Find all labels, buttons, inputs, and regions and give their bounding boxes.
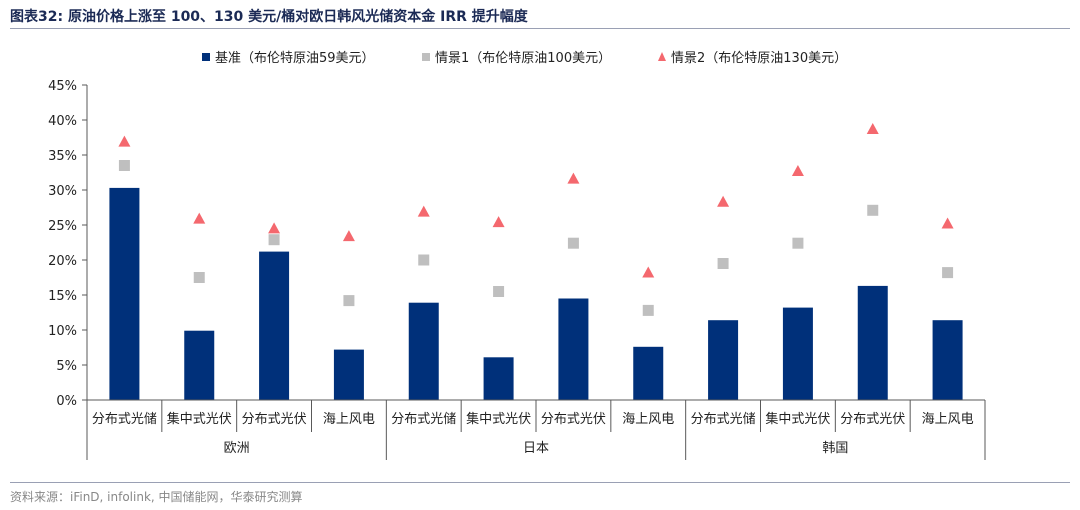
bar-base (782, 307, 813, 400)
category-label: 海上风电 (622, 412, 674, 427)
point-scenario2 (118, 135, 131, 147)
y-axis: 0% 5% 10% 15% 20% 25% 30% 35% 40% 45% (48, 79, 88, 409)
y-tick-label: 0% (56, 394, 77, 409)
legend-label: 情景2（布伦特原油130美元） (671, 51, 847, 66)
y-tick-label: 20% (48, 254, 77, 269)
y-tick-label: 30% (48, 184, 77, 199)
point-scenario2 (567, 172, 580, 184)
bar-base (184, 330, 215, 400)
bar-base (558, 298, 589, 400)
point-scenario1 (717, 258, 729, 269)
point-scenario1 (343, 295, 355, 307)
point-scenario2 (866, 122, 879, 134)
x-axis: 分布式光储 集中式光伏 分布式光伏 海上风电 分布式光储 集中式光伏 分布式光伏 海上风电 分布… (86, 399, 986, 460)
legend-marker-scenario2 (658, 52, 666, 61)
bar-base (633, 346, 664, 400)
point-scenario2 (342, 230, 355, 242)
point-scenario1 (268, 234, 280, 246)
legend-marker-base (202, 53, 210, 61)
y-tick-label: 40% (48, 114, 77, 129)
point-scenario1 (792, 237, 804, 249)
y-tick-label: 35% (48, 149, 77, 164)
category-label: 分布式光伏 (541, 412, 606, 427)
point-scenario1 (642, 304, 654, 316)
point-scenario1 (118, 160, 130, 171)
category-label: 分布式光伏 (840, 412, 905, 427)
point-scenario2 (417, 205, 430, 217)
category-label: 分布式光储 (691, 412, 756, 427)
y-tick-label: 5% (56, 359, 77, 374)
y-tick-label: 45% (48, 79, 77, 94)
bar-base (109, 187, 140, 400)
legend-label: 情景1（布伦特原油100美元） (435, 51, 611, 66)
point-scenario2 (492, 216, 505, 228)
category-label: 集中式光伏 (167, 411, 232, 427)
category-label: 海上风电 (323, 412, 375, 427)
bar-base (483, 357, 514, 400)
y-tick-label: 10% (48, 324, 77, 339)
point-scenario2 (193, 212, 206, 224)
chart: 基准（布伦特原油59美元） 情景1（布伦特原油100美元） 情景2（布伦特原油130… (48, 51, 986, 460)
y-tick-label: 15% (48, 289, 77, 304)
bar-base (333, 349, 364, 400)
point-scenario1 (867, 204, 879, 216)
category-label: 海上风电 (922, 412, 974, 427)
point-scenario2 (717, 195, 730, 207)
point-scenario2 (642, 266, 655, 278)
legend-label: 基准（布伦特原油59美元） (215, 51, 375, 66)
title-divider (10, 28, 1070, 29)
bar-base (408, 302, 439, 400)
point-scenario1 (942, 267, 954, 279)
group-label: 韩国 (822, 441, 848, 456)
category-label: 分布式光伏 (242, 412, 307, 427)
point-scenario2 (791, 164, 804, 176)
group-label: 日本 (523, 441, 549, 456)
group-label: 欧洲 (224, 441, 250, 456)
bar-base (259, 251, 290, 400)
source-divider (10, 482, 1070, 483)
plot-area (109, 122, 963, 400)
bar-base (932, 320, 963, 400)
legend-marker-scenario1 (422, 53, 430, 61)
category-label: 集中式光伏 (765, 411, 830, 427)
bar-base (708, 320, 739, 400)
page-title: 图表32: 原油价格上涨至 100、130 美元/桶对欧日韩风光储资本金 IRR… (10, 9, 528, 25)
category-label: 分布式光储 (92, 412, 157, 427)
bar-base (857, 285, 888, 400)
y-tick-label: 25% (48, 219, 77, 234)
point-scenario2 (941, 217, 954, 229)
legend: 基准（布伦特原油59美元） 情景1（布伦特原油100美元） 情景2（布伦特原油130… (202, 51, 847, 66)
point-scenario1 (567, 237, 579, 249)
point-scenario2 (268, 222, 281, 234)
category-label: 集中式光伏 (466, 411, 531, 427)
point-scenario1 (493, 286, 505, 297)
point-scenario1 (418, 254, 430, 266)
source-note: 资料来源：iFinD, infolink, 中国储能网，华泰研究测算 (10, 490, 303, 504)
category-label: 分布式光储 (391, 412, 456, 427)
point-scenario1 (193, 272, 205, 283)
